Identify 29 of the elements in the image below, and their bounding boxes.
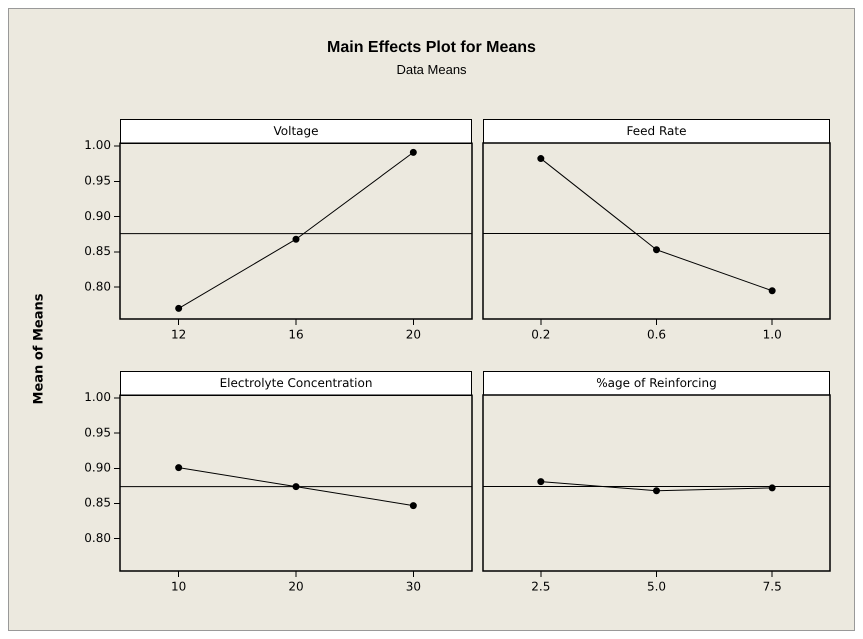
- x-tick-label: 16: [288, 327, 304, 342]
- chart-title: Main Effects Plot for Means: [326, 39, 537, 57]
- x-tick-label: 20: [288, 579, 304, 594]
- x-tick-label: 1.0: [762, 327, 782, 342]
- x-tick-label: 12: [171, 327, 186, 342]
- x-axis-title: Feed Rate: [483, 119, 830, 143]
- chart-subtitle: Data Means: [395, 62, 468, 77]
- y-tick-label: 0.85: [84, 496, 111, 510]
- x-tick-label: 5.0: [646, 579, 666, 594]
- y-tick-label: 0.80: [84, 279, 111, 294]
- y-tick-label: 0.90: [84, 208, 111, 223]
- y-tick-label: 1.00: [84, 390, 111, 404]
- x-tick-label: 20: [406, 327, 421, 342]
- x-tick-label: 10: [171, 579, 186, 594]
- y-tick-label: 0.90: [84, 460, 111, 474]
- y-tick-label: 0.80: [84, 530, 111, 545]
- y-tick-label: 0.95: [84, 425, 111, 440]
- x-axis-title: Voltage: [120, 119, 472, 144]
- y-tick-label: 0.85: [84, 244, 111, 258]
- y-axis-title: Mean of Means: [32, 294, 46, 404]
- x-tick-label: 0.2: [531, 327, 550, 342]
- x-tick-label: 30: [406, 579, 421, 594]
- x-tick-label: 0.6: [646, 327, 666, 342]
- x-tick-label: 7.5: [762, 579, 782, 594]
- y-tick-label: 1.00: [84, 138, 111, 152]
- x-axis-title: Electrolyte Concentration: [120, 371, 472, 396]
- x-tick-label: 2.5: [531, 579, 550, 594]
- x-axis-title: %age of Reinforcing: [483, 371, 830, 395]
- y-tick-label: 0.95: [84, 173, 111, 188]
